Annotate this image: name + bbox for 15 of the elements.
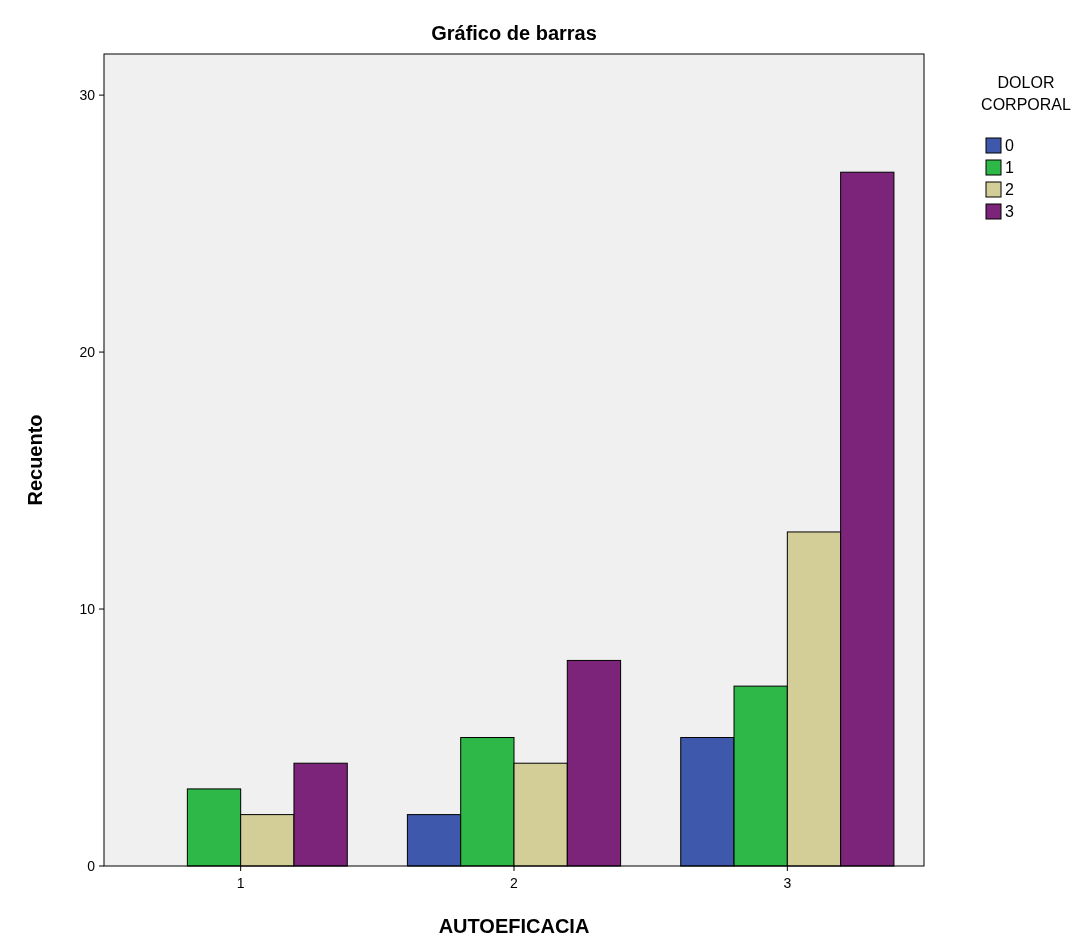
y-tick-label: 0 [87,858,96,874]
chart-title: Gráfico de barras [431,22,597,44]
legend-label: 3 [1005,203,1014,220]
y-tick-label: 10 [79,601,96,618]
x-axis-title: AUTOEFICACIA [438,915,590,937]
legend-label: 2 [1005,181,1014,198]
y-tick-label: 20 [79,344,96,361]
legend-label: 1 [1005,159,1014,176]
legend-title: DOLOR CORPORAL [981,74,1071,113]
legend-label: 0 [1005,137,1014,154]
x-tick-label: 1 [236,875,245,891]
y-axis-title: Recuento [24,414,46,506]
x-tick-label: 3 [783,875,792,891]
y-tick-label: 30 [79,87,96,104]
x-tick-label: 2 [510,875,519,891]
